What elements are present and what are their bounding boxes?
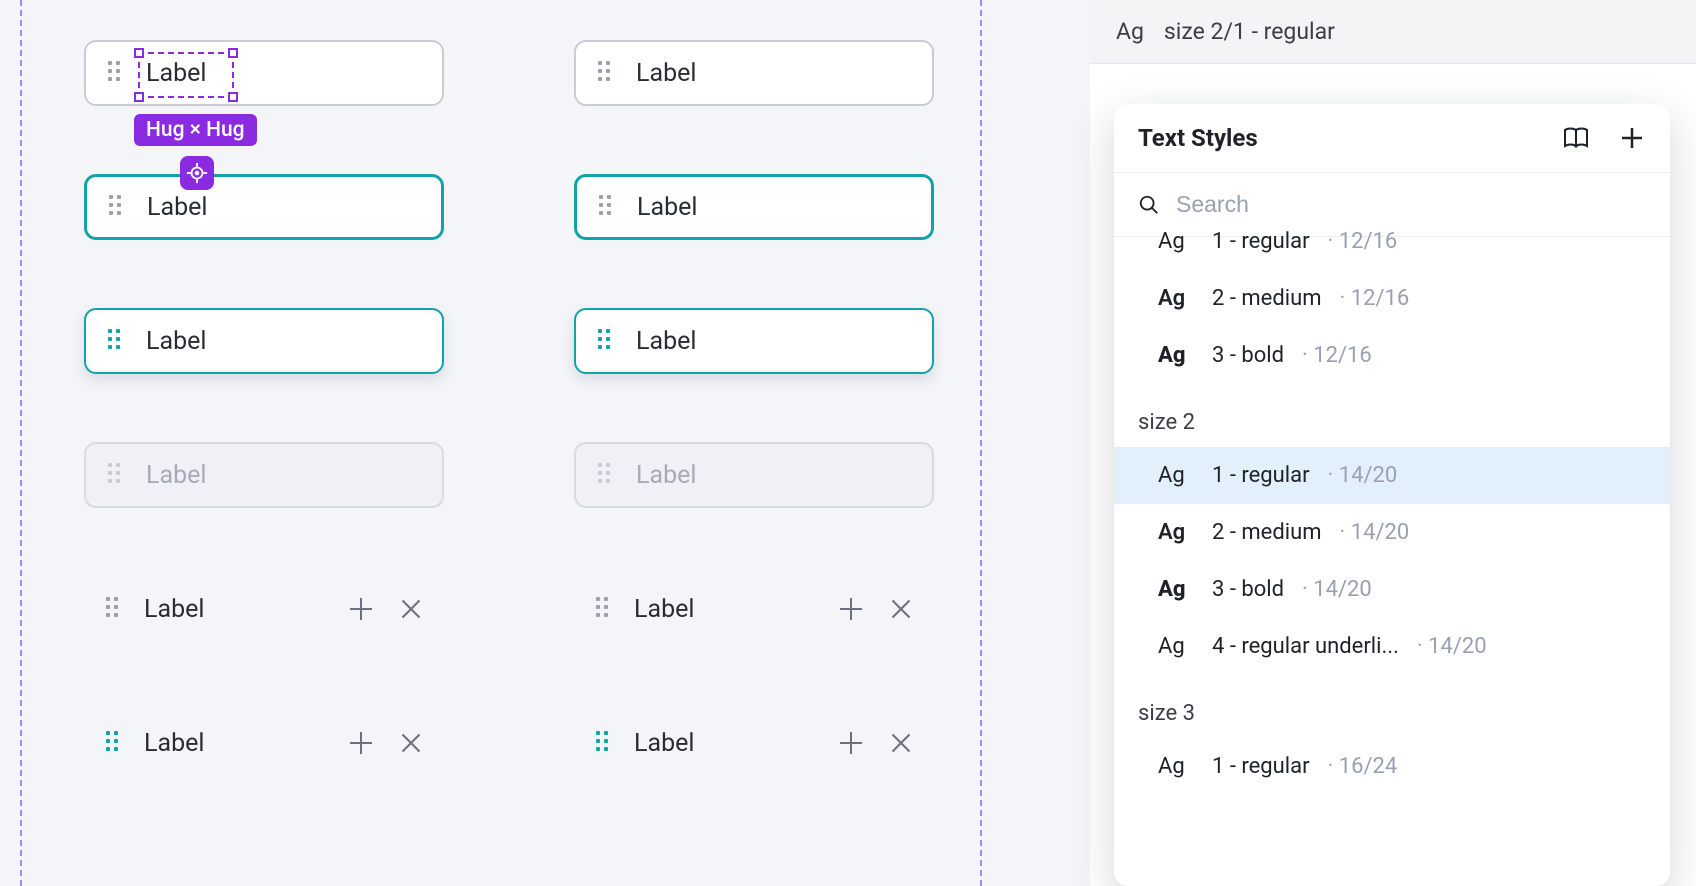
plus-icon[interactable] (350, 598, 372, 620)
design-canvas[interactable]: Label Label Label Label Label (0, 0, 1090, 886)
chip-focus[interactable]: Label (574, 174, 934, 240)
chip-label: Label (146, 59, 206, 88)
canvas-column-a: Label Label Label Label Label (84, 40, 444, 776)
inspector-panel: Ag size 2/1 - regular Text Styles (1090, 0, 1696, 886)
chip-label: Label (636, 461, 696, 490)
drag-handle-icon[interactable] (596, 597, 612, 621)
close-icon[interactable] (890, 598, 912, 620)
plus-icon[interactable] (840, 732, 862, 754)
style-name: 3 - bold (1212, 577, 1284, 602)
library-icon[interactable] (1562, 124, 1590, 152)
chip-label: Label (146, 461, 206, 490)
chip-plain-gray[interactable]: Label (84, 576, 444, 642)
ag-glyph: Ag (1158, 634, 1194, 659)
chip-hover[interactable]: Label (84, 308, 444, 374)
text-style-row[interactable]: Ag 2 - medium 12/16 (1114, 270, 1670, 327)
ag-glyph: Ag (1116, 18, 1144, 45)
style-meta: 12/16 (1302, 343, 1372, 368)
ag-glyph: Ag (1158, 229, 1194, 254)
chip-hover[interactable]: Label (574, 308, 934, 374)
plus-icon[interactable] (1618, 124, 1646, 152)
style-name: 4 - regular underli... (1212, 634, 1399, 659)
chip-label: Label (634, 595, 694, 624)
chip-label: Label (146, 327, 206, 356)
text-style-row[interactable]: Ag 1 - regular 14/20 (1114, 447, 1670, 504)
style-meta: 16/24 (1328, 754, 1398, 779)
drag-handle-icon[interactable] (598, 61, 614, 85)
chip-label: Label (634, 729, 694, 758)
text-style-row[interactable]: Ag 3 - bold 12/16 (1114, 327, 1670, 384)
drag-handle-icon[interactable] (109, 195, 125, 219)
selected-text-style[interactable]: Ag size 2/1 - regular (1090, 0, 1696, 64)
drag-handle-icon (108, 463, 124, 487)
style-meta: 14/20 (1302, 577, 1372, 602)
style-name: 2 - medium (1212, 286, 1322, 311)
ag-glyph: Ag (1158, 577, 1194, 602)
chip-plain-teal[interactable]: Label (574, 710, 934, 776)
text-style-row[interactable]: Ag 3 - bold 14/20 (1114, 561, 1670, 618)
drag-handle-icon[interactable] (108, 61, 124, 85)
close-icon[interactable] (400, 732, 422, 754)
layout-guide-left (20, 0, 22, 886)
target-icon[interactable] (180, 156, 214, 190)
style-name: 1 - regular (1212, 463, 1310, 488)
style-list[interactable]: Ag 1 - regular 12/16 Ag 2 - medium 12/16 Ag 3 -… (1114, 213, 1670, 886)
layout-guide-right (980, 0, 982, 886)
popover-header: Text Styles (1114, 104, 1670, 173)
style-name: 2 - medium (1212, 520, 1322, 545)
canvas-column-b: Label Label Label Label Label Label (574, 40, 934, 776)
chip-label: Label (637, 193, 697, 222)
drag-handle-icon[interactable] (598, 329, 614, 353)
ag-glyph: Ag (1158, 754, 1194, 779)
text-style-row[interactable]: Ag 4 - regular underli... 14/20 (1114, 618, 1670, 675)
chip-default[interactable]: Label (84, 40, 444, 106)
chip-disabled: Label (84, 442, 444, 508)
plus-icon[interactable] (840, 598, 862, 620)
drag-handle-icon (598, 463, 614, 487)
popover-title: Text Styles (1138, 124, 1258, 152)
text-style-row[interactable]: Ag 1 - regular 16/24 (1114, 738, 1670, 795)
style-group-title: size 3 (1114, 675, 1670, 738)
style-meta: 12/16 (1328, 229, 1398, 254)
close-icon[interactable] (890, 732, 912, 754)
drag-handle-icon[interactable] (596, 731, 612, 755)
ag-glyph: Ag (1158, 286, 1194, 311)
chip-label: Label (636, 327, 696, 356)
chip-disabled: Label (574, 442, 934, 508)
style-meta: 14/20 (1328, 463, 1398, 488)
style-name: 3 - bold (1212, 343, 1284, 368)
chip-plain-teal[interactable]: Label (84, 710, 444, 776)
ag-glyph: Ag (1158, 463, 1194, 488)
drag-handle-icon[interactable] (599, 195, 615, 219)
style-name: 1 - regular (1212, 229, 1310, 254)
text-style-row[interactable]: Ag 1 - regular 12/16 (1114, 213, 1670, 270)
style-name: 1 - regular (1212, 754, 1310, 779)
plus-icon[interactable] (350, 732, 372, 754)
autolayout-size-badge: Hug × Hug (134, 114, 257, 146)
style-meta: 14/20 (1417, 634, 1487, 659)
text-style-row[interactable]: Ag 2 - medium 14/20 (1114, 504, 1670, 561)
chip-label: Label (144, 729, 204, 758)
drag-handle-icon[interactable] (108, 329, 124, 353)
chip-focus[interactable]: Label (84, 174, 444, 240)
chip-label: Label (147, 193, 207, 222)
selected-style-name: size 2/1 - regular (1164, 18, 1335, 45)
style-group-title: size 2 (1114, 384, 1670, 447)
text-styles-popover: Text Styles Ag1 - (1114, 104, 1670, 886)
drag-handle-icon[interactable] (106, 731, 122, 755)
chip-plain-gray[interactable]: Label (574, 576, 934, 642)
style-meta: 14/20 (1340, 520, 1410, 545)
ag-glyph: Ag (1158, 520, 1194, 545)
close-icon[interactable] (400, 598, 422, 620)
style-meta: 12/16 (1340, 286, 1410, 311)
drag-handle-icon[interactable] (106, 597, 122, 621)
ag-glyph: Ag (1158, 343, 1194, 368)
chip-label: Label (144, 595, 204, 624)
chip-label: Label (636, 59, 696, 88)
chip-default[interactable]: Label (574, 40, 934, 106)
